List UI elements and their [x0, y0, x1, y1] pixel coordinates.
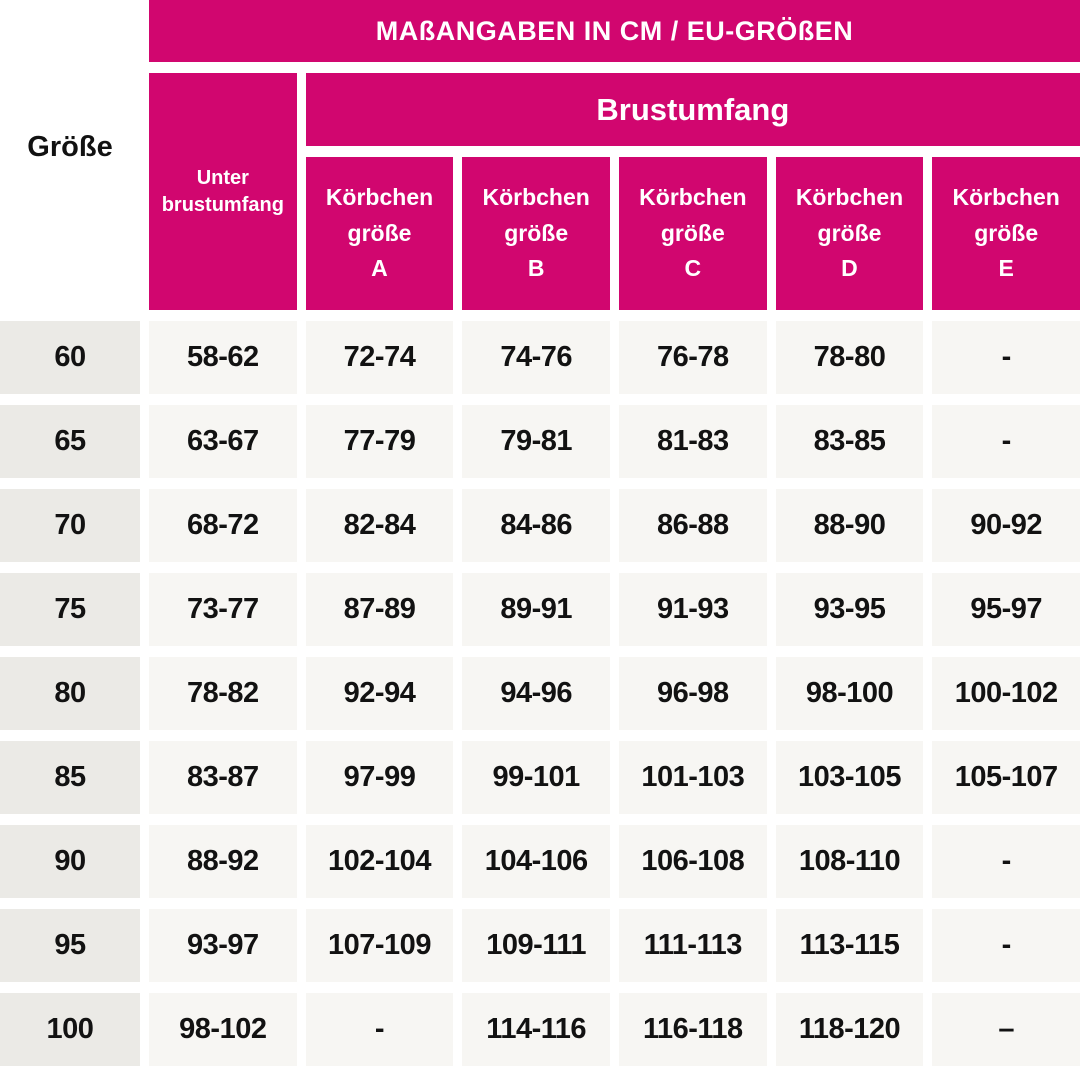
cup-value: 105-107 [932, 741, 1080, 814]
cup-a-line1: Körbchen [325, 184, 434, 211]
underbust-header-line1: Unter [196, 166, 249, 189]
cup-value: 94-96 [462, 657, 610, 730]
cup-value: 95-97 [932, 573, 1080, 646]
cup-value: 97-99 [305, 741, 454, 814]
chart-title: MAßANGABEN IN CM / EU-GRÖßEN [149, 0, 1080, 62]
cup-b-line2: größe [504, 219, 569, 246]
cup-d-letter: D [841, 255, 858, 282]
cup-value: 114-116 [462, 993, 610, 1066]
row-axis-label: Größe [0, 73, 140, 310]
cup-value: 106-108 [619, 825, 767, 898]
underbust-value: 78-82 [149, 657, 297, 730]
cup-value: – [932, 993, 1080, 1066]
cup-value: 86-88 [619, 489, 767, 562]
row-size-label: 90 [0, 825, 140, 898]
cup-value: 113-115 [775, 909, 924, 982]
underbust-value: 73-77 [149, 573, 297, 646]
cup-value: 91-93 [619, 573, 767, 646]
cup-b-line1: Körbchen [482, 184, 590, 211]
row-size-label: 85 [0, 741, 140, 814]
column-header-cup-d: Körbchen größe D [775, 157, 924, 310]
cup-c-line2: größe [660, 219, 725, 246]
underbust-value: 88-92 [149, 825, 297, 898]
cup-value: 84-86 [462, 489, 610, 562]
column-header-underbust: Unter brustumfang [149, 73, 297, 310]
cup-e-letter: E [998, 255, 1014, 282]
cup-value: 108-110 [775, 825, 924, 898]
cup-value: 104-106 [462, 825, 610, 898]
column-group-header-bust: Brustumfang [305, 73, 1080, 146]
underbust-value: 83-87 [149, 741, 297, 814]
underbust-value: 58-62 [149, 321, 297, 394]
row-size-label: 70 [0, 489, 140, 562]
cup-value: - [932, 825, 1080, 898]
cup-value: 103-105 [775, 741, 924, 814]
cup-value: 99-101 [462, 741, 610, 814]
cup-value: - [932, 405, 1080, 478]
cup-value: 74-76 [462, 321, 610, 394]
cup-c-line1: Körbchen [639, 184, 747, 211]
underbust-value: 98-102 [149, 993, 297, 1066]
cup-value: 118-120 [775, 993, 924, 1066]
cup-b-letter: B [527, 255, 545, 282]
cup-value: 89-91 [462, 573, 610, 646]
cup-value: 101-103 [619, 741, 767, 814]
cup-a-line2: größe [347, 219, 412, 246]
underbust-value: 68-72 [149, 489, 297, 562]
row-size-label: 65 [0, 405, 140, 478]
cup-value: 100-102 [932, 657, 1080, 730]
cup-value: 116-118 [619, 993, 767, 1066]
cup-value: 81-83 [619, 405, 767, 478]
cup-value: - [932, 321, 1080, 394]
cup-value: 83-85 [775, 405, 924, 478]
row-size-label: 95 [0, 909, 140, 982]
cup-value: 78-80 [775, 321, 924, 394]
column-header-cup-a: Körbchen größe A [305, 157, 454, 310]
cup-e-line2: größe [974, 219, 1039, 246]
cup-value: 98-100 [775, 657, 924, 730]
cup-value: 72-74 [305, 321, 454, 394]
underbust-value: 93-97 [149, 909, 297, 982]
row-size-label: 75 [0, 573, 140, 646]
cup-value: - [932, 909, 1080, 982]
cup-d-line2: größe [817, 219, 882, 246]
cup-value: 92-94 [305, 657, 454, 730]
underbust-header-line2: brustumfang [161, 193, 284, 216]
row-size-label: 60 [0, 321, 140, 394]
cup-value: 77-79 [305, 405, 454, 478]
row-size-label: 80 [0, 657, 140, 730]
cup-value: 76-78 [619, 321, 767, 394]
column-header-cup-e: Körbchen größe E [932, 157, 1080, 310]
cup-value: 107-109 [305, 909, 454, 982]
cup-value: 96-98 [619, 657, 767, 730]
cup-value: 90-92 [932, 489, 1080, 562]
cup-value: 111-113 [619, 909, 767, 982]
cup-value: 109-111 [462, 909, 610, 982]
column-header-cup-b: Körbchen größe B [462, 157, 610, 310]
cup-value: 102-104 [305, 825, 454, 898]
cup-value: 82-84 [305, 489, 454, 562]
row-size-label: 100 [0, 993, 140, 1066]
cup-value: 93-95 [775, 573, 924, 646]
cup-a-letter: A [371, 255, 388, 282]
cup-value: 79-81 [462, 405, 610, 478]
cup-value: - [305, 993, 454, 1066]
cup-e-line1: Körbchen [952, 184, 1060, 211]
cup-value: 87-89 [305, 573, 454, 646]
cup-value: 88-90 [775, 489, 924, 562]
cup-d-line1: Körbchen [795, 184, 904, 211]
cup-c-letter: C [684, 255, 702, 282]
column-header-cup-c: Körbchen größe C [619, 157, 767, 310]
underbust-value: 63-67 [149, 405, 297, 478]
